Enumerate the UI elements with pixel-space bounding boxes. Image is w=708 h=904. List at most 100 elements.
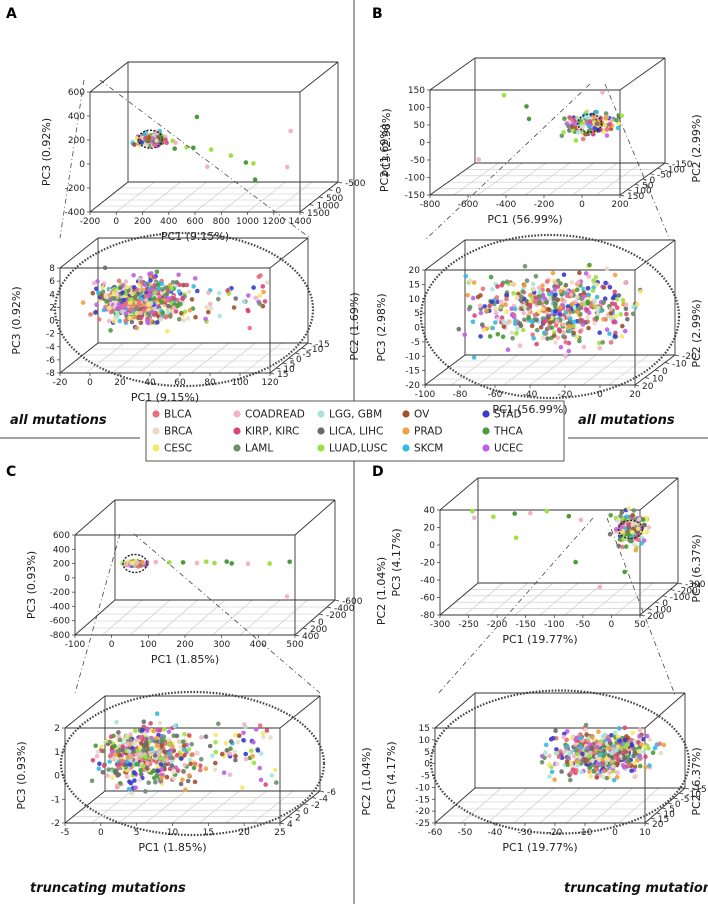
outlier-point bbox=[173, 140, 178, 145]
data-point bbox=[594, 744, 600, 750]
y-tick-mark bbox=[664, 162, 670, 165]
floor-gridline bbox=[138, 342, 177, 374]
outlier-point bbox=[167, 560, 172, 565]
floor-gridline bbox=[453, 162, 499, 196]
data-point bbox=[630, 311, 636, 317]
data-point bbox=[212, 767, 218, 773]
data-point bbox=[185, 316, 191, 321]
data-point bbox=[482, 304, 488, 309]
data-point bbox=[538, 325, 544, 330]
legend-label: LUAD,LUSC bbox=[329, 443, 388, 455]
y-tick-label: -300 bbox=[685, 580, 706, 590]
data-point bbox=[170, 280, 176, 285]
data-point bbox=[647, 763, 652, 768]
data-point bbox=[515, 326, 520, 331]
data-point bbox=[93, 743, 98, 749]
data-point bbox=[93, 310, 98, 315]
x-tick-label: 0 bbox=[87, 378, 93, 388]
data-point bbox=[631, 508, 637, 513]
data-point bbox=[101, 281, 107, 286]
data-point bbox=[555, 335, 561, 341]
y-tick-label: -10 bbox=[686, 790, 701, 800]
data-point bbox=[630, 530, 635, 535]
legend-label: THCA bbox=[493, 426, 524, 438]
data-point bbox=[157, 294, 163, 299]
data-point bbox=[149, 287, 155, 293]
data-point bbox=[263, 782, 269, 787]
data-point bbox=[534, 317, 539, 323]
data-point bbox=[105, 773, 110, 778]
legend: BLCA BRCA CESC COADREAD KIRP, KIRC LAML LGG, G… bbox=[145, 400, 565, 462]
data-point bbox=[206, 309, 211, 315]
scatter-points bbox=[89, 711, 279, 796]
data-point bbox=[122, 762, 127, 768]
data-point bbox=[129, 791, 135, 796]
data-point bbox=[268, 735, 273, 740]
box-edge bbox=[429, 57, 476, 91]
data-point bbox=[608, 311, 614, 316]
data-point bbox=[159, 290, 164, 296]
box-edge bbox=[279, 695, 321, 729]
x-tick-label: 0 bbox=[579, 200, 585, 210]
data-point bbox=[570, 127, 575, 133]
data-point bbox=[595, 761, 600, 766]
data-point bbox=[512, 306, 518, 312]
x-tick-label: 800 bbox=[213, 217, 230, 227]
floor-gridline bbox=[243, 342, 282, 374]
outlier-point bbox=[194, 560, 200, 566]
data-point bbox=[175, 768, 181, 773]
data-point bbox=[470, 295, 476, 301]
data-point bbox=[186, 773, 192, 778]
z-axis-title: PC3 (4.17%) bbox=[390, 528, 403, 596]
data-point bbox=[502, 302, 508, 307]
data-point bbox=[551, 333, 557, 339]
data-point bbox=[625, 317, 630, 322]
data-point bbox=[613, 314, 618, 319]
data-point bbox=[176, 316, 182, 322]
legend-label: BRCA bbox=[164, 426, 193, 438]
data-point bbox=[120, 290, 125, 295]
data-point bbox=[618, 312, 623, 317]
data-point bbox=[592, 126, 598, 131]
data-point bbox=[595, 307, 600, 313]
data-point bbox=[612, 272, 618, 278]
data-point bbox=[580, 751, 585, 757]
data-point bbox=[182, 732, 187, 737]
data-point bbox=[575, 280, 581, 285]
data-point bbox=[589, 304, 594, 309]
outlier-point bbox=[267, 561, 273, 566]
y-tick-label: 10 bbox=[283, 365, 295, 375]
y-tick-label: 10 bbox=[652, 375, 664, 385]
y-axis-title: PC2 (6.37%) bbox=[690, 534, 703, 602]
data-point bbox=[513, 318, 518, 324]
data-point bbox=[139, 279, 144, 285]
z-tick-label: 0 bbox=[424, 760, 430, 770]
y-tick-label: 5 bbox=[290, 360, 296, 370]
x-tick-label: 20 bbox=[114, 378, 126, 388]
box-edge bbox=[59, 237, 99, 269]
floor-gridline bbox=[226, 790, 267, 824]
data-point bbox=[604, 775, 609, 781]
data-point bbox=[583, 727, 588, 733]
data-point bbox=[136, 302, 142, 308]
outlier-point bbox=[228, 153, 234, 158]
box-edge bbox=[294, 599, 336, 636]
data-point bbox=[193, 314, 198, 320]
data-point bbox=[94, 754, 100, 759]
data-point bbox=[569, 279, 575, 285]
data-point bbox=[108, 309, 114, 315]
floor-gridline bbox=[489, 582, 529, 616]
y-tick-mark bbox=[287, 816, 293, 818]
y-tick-label: 15 bbox=[658, 815, 669, 825]
data-point bbox=[134, 310, 140, 316]
zoom-connector-line bbox=[133, 533, 321, 694]
data-point bbox=[183, 787, 188, 792]
x-axis-title: PC1 (19.77%) bbox=[502, 841, 577, 854]
y-tick-label: 0 bbox=[336, 187, 342, 197]
x-tick-label: -200 bbox=[534, 200, 555, 210]
outlier-point bbox=[526, 116, 532, 122]
data-point bbox=[465, 292, 471, 298]
legend-marker bbox=[233, 444, 241, 452]
data-point bbox=[563, 340, 568, 345]
x-tick-label: 1400 bbox=[289, 217, 312, 227]
